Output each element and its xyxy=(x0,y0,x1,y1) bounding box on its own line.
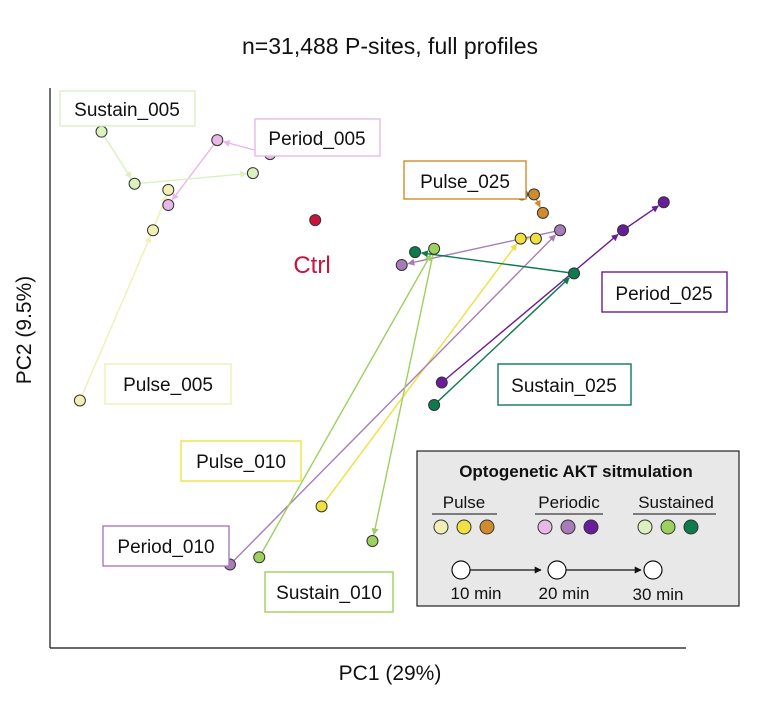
data-point xyxy=(554,224,567,237)
label-period-005: Period_005 xyxy=(254,118,381,157)
data-point xyxy=(246,167,259,180)
data-point xyxy=(428,398,441,411)
label-box xyxy=(403,160,527,200)
legend-time-label: 30 min xyxy=(632,585,683,604)
trajectory-arrow xyxy=(371,253,434,536)
label-period-010: Period_010 xyxy=(102,525,230,567)
legend-swatch xyxy=(583,519,599,535)
data-point xyxy=(162,199,175,212)
series-label: Pulse_010 xyxy=(196,452,286,473)
label-box xyxy=(104,363,232,405)
legend-time-circle xyxy=(643,560,663,580)
chart-title: n=31,488 P-sites, full profiles xyxy=(242,33,538,59)
legend-swatch xyxy=(660,519,676,535)
label-box xyxy=(180,440,302,482)
data-point xyxy=(568,267,581,280)
y-axis-label: PC2 (9.5%) xyxy=(13,276,36,385)
data-point xyxy=(395,258,408,271)
legend-swatch xyxy=(637,519,653,535)
label-pulse-025: Pulse_025 xyxy=(403,160,527,200)
legend-time-circle xyxy=(547,560,567,580)
trajectory-arrow xyxy=(261,253,432,553)
label-pulse-010: Pulse_010 xyxy=(180,440,302,482)
legend-swatch xyxy=(433,519,449,535)
series-label: Pulse_025 xyxy=(420,172,510,193)
label-sustain-005: Sustain_005 xyxy=(59,90,196,127)
legend-time-label: 20 min xyxy=(538,584,589,603)
trajectory-arrow xyxy=(627,205,659,228)
label-sustain-010: Sustain_010 xyxy=(264,571,394,613)
data-point xyxy=(162,183,175,196)
trajectory-arrow xyxy=(437,277,570,402)
label-period-025: Period_025 xyxy=(601,271,728,313)
label-pulse-005: Pulse_005 xyxy=(104,363,232,405)
series-label: Period_005 xyxy=(268,129,365,150)
data-point xyxy=(435,376,448,389)
legend-group-pulse: Pulse xyxy=(443,493,486,512)
label-box xyxy=(102,525,230,567)
data-point xyxy=(514,232,527,245)
ctrl-point xyxy=(309,214,322,227)
series-label: Period_010 xyxy=(117,537,214,558)
data-point xyxy=(211,134,224,147)
series-label: Sustain_010 xyxy=(276,583,382,604)
data-point xyxy=(657,196,670,209)
legend-time-circle xyxy=(451,560,471,580)
trajectory-arrow xyxy=(140,170,248,184)
trajectory-arrow xyxy=(81,235,152,396)
data-point xyxy=(527,188,540,201)
label-box xyxy=(497,363,632,406)
data-point xyxy=(253,551,266,564)
trajectory-arrow xyxy=(324,243,518,503)
data-point xyxy=(128,177,141,190)
data-point xyxy=(617,224,630,237)
label-box xyxy=(59,90,196,127)
trajectory-arrow xyxy=(154,195,168,226)
legend-group-sustained: Sustained xyxy=(638,493,714,512)
ctrl-label: Ctrl xyxy=(293,252,330,279)
data-point xyxy=(315,500,328,513)
label-box xyxy=(254,118,381,157)
trajectory-arrow xyxy=(171,144,215,201)
series-label: Pulse_005 xyxy=(123,375,213,396)
label-box xyxy=(601,271,728,313)
legend-swatch xyxy=(479,519,495,535)
data-point xyxy=(73,394,86,407)
series-label: Sustain_005 xyxy=(74,100,180,121)
legend-swatch xyxy=(456,519,472,535)
data-point xyxy=(428,242,441,255)
data-point xyxy=(529,232,542,245)
label-sustain-025: Sustain_025 xyxy=(497,363,632,406)
legend: Optogenetic AKT sitmulation Pulse Period… xyxy=(416,450,740,607)
series-label: Sustain_025 xyxy=(511,376,617,397)
data-point xyxy=(95,125,108,138)
data-point xyxy=(147,224,160,237)
legend-title: Optogenetic AKT sitmulation xyxy=(459,462,693,481)
series-label: Period_025 xyxy=(615,284,712,305)
data-point xyxy=(409,246,422,259)
legend-swatch xyxy=(683,519,699,535)
label-box xyxy=(264,571,394,613)
legend-group-periodic: Periodic xyxy=(538,493,600,512)
data-point xyxy=(366,535,379,548)
legend-time-label: 10 min xyxy=(450,584,501,603)
trajectory-arrow xyxy=(420,250,569,274)
trajectory-arrow xyxy=(534,199,541,208)
data-point xyxy=(536,206,549,219)
trajectory-arrow xyxy=(103,135,132,179)
legend-swatch xyxy=(560,519,576,535)
legend-swatch xyxy=(537,519,553,535)
x-axis-label: PC1 (29%) xyxy=(339,662,442,685)
trajectory-arrow xyxy=(445,233,619,380)
